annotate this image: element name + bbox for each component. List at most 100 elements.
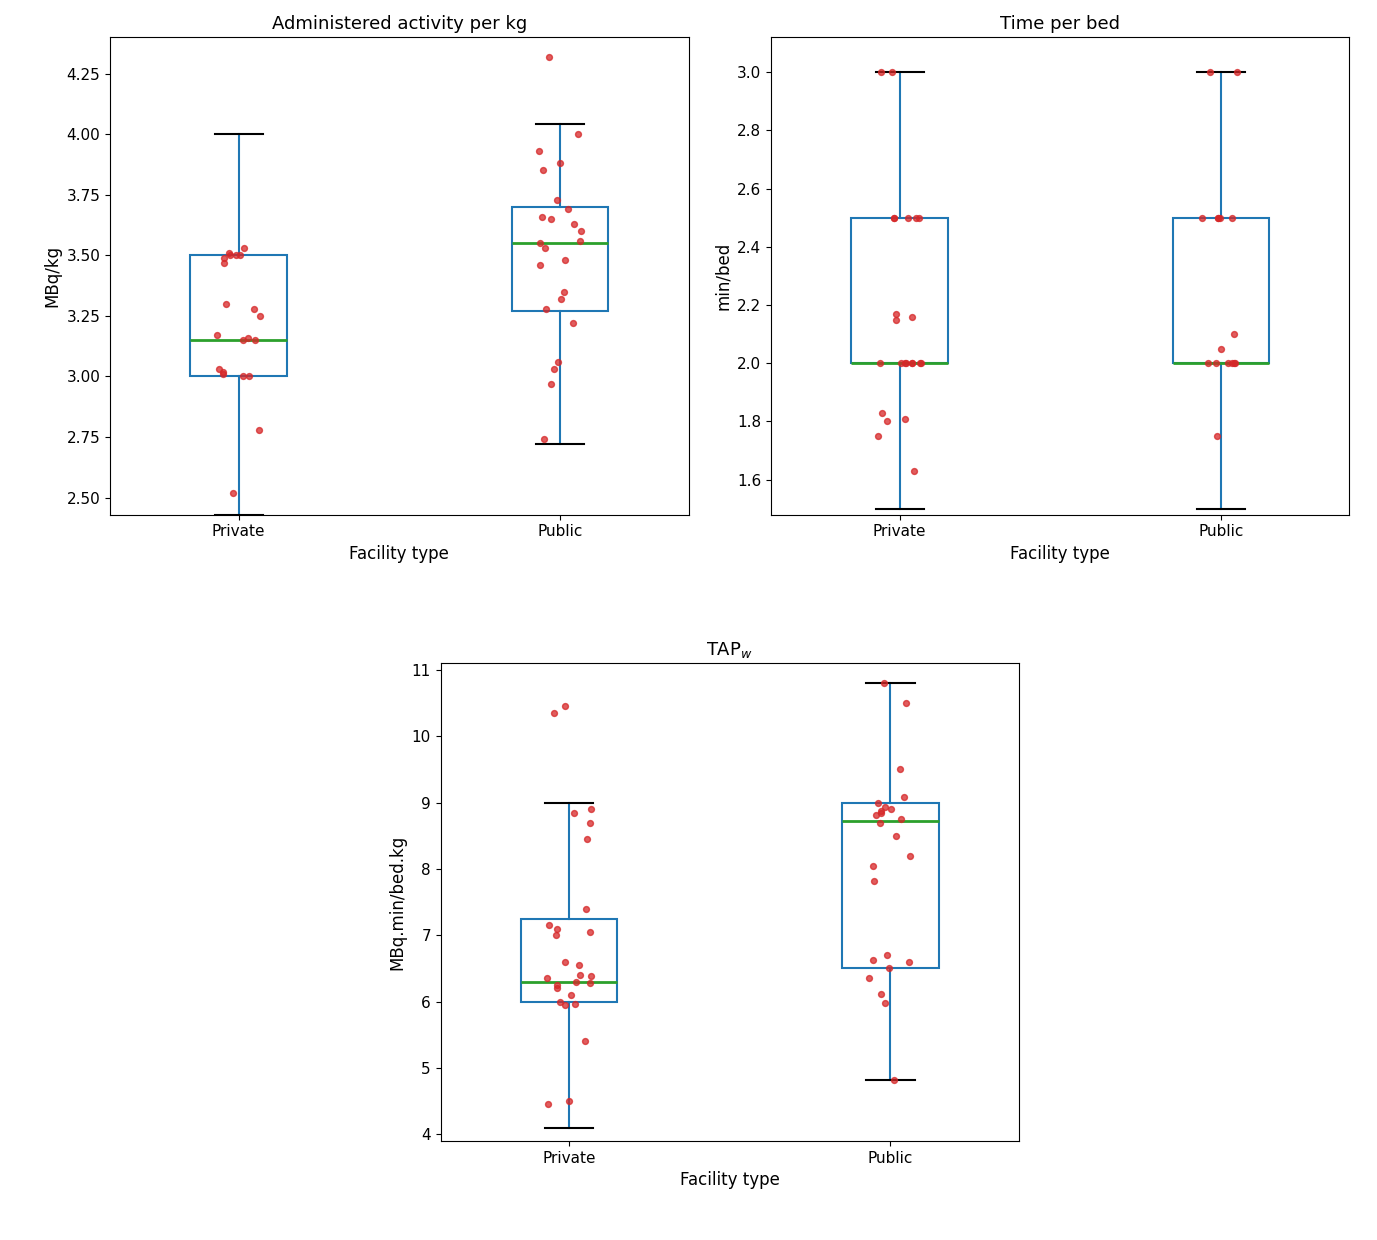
Point <box>569 965 591 985</box>
Point <box>1221 353 1243 373</box>
Point <box>894 409 916 429</box>
Point <box>868 792 890 812</box>
Point <box>537 1095 559 1115</box>
Point <box>883 208 905 228</box>
Point <box>570 221 592 241</box>
Point <box>219 246 241 265</box>
Point <box>578 812 600 832</box>
Point <box>569 231 591 250</box>
Point <box>563 802 585 822</box>
Point <box>554 697 576 717</box>
Point <box>1217 353 1239 373</box>
Point <box>874 797 896 817</box>
Point <box>884 1070 906 1090</box>
Point <box>554 281 576 301</box>
Point <box>554 952 576 972</box>
Point <box>567 124 589 144</box>
Point <box>212 362 234 382</box>
Point <box>213 253 235 273</box>
Point <box>574 1032 596 1052</box>
Point <box>883 208 905 228</box>
Point <box>879 959 901 978</box>
Point <box>881 62 903 82</box>
Point <box>237 327 259 347</box>
Point <box>1224 353 1246 373</box>
Point <box>869 812 891 832</box>
Point <box>885 304 907 324</box>
Point <box>1197 353 1219 373</box>
Y-axis label: MBq.min/bed.kg: MBq.min/bed.kg <box>388 835 406 970</box>
Point <box>549 992 571 1012</box>
Point <box>538 47 560 67</box>
Point <box>537 968 559 988</box>
Title: TAP$_w$: TAP$_w$ <box>706 640 753 660</box>
Point <box>549 154 571 174</box>
Point <box>233 367 255 387</box>
Point <box>244 330 266 350</box>
Point <box>901 306 923 326</box>
Point <box>249 306 271 326</box>
Point <box>207 325 229 345</box>
Point <box>870 62 892 82</box>
Point <box>547 190 569 210</box>
Point <box>869 353 891 373</box>
Point <box>1208 208 1230 228</box>
Point <box>560 985 582 1004</box>
Point <box>903 461 925 481</box>
Point <box>554 250 576 270</box>
Point <box>580 800 602 820</box>
Point <box>576 899 598 919</box>
PathPatch shape <box>843 802 939 968</box>
Point <box>547 975 569 994</box>
Point <box>540 210 562 229</box>
Point <box>242 299 264 319</box>
Point <box>538 915 560 935</box>
PathPatch shape <box>851 218 947 363</box>
Point <box>873 673 895 693</box>
Point <box>1223 353 1245 373</box>
Point <box>895 353 917 373</box>
Point <box>888 760 910 780</box>
Point <box>532 160 554 180</box>
X-axis label: Facility type: Facility type <box>1011 544 1110 563</box>
Title: Time per bed: Time per bed <box>1000 15 1121 33</box>
Point <box>1198 62 1220 82</box>
Point <box>212 365 234 384</box>
Point <box>896 208 918 228</box>
Point <box>870 802 892 822</box>
Point <box>565 993 587 1013</box>
Point <box>858 968 880 988</box>
Point <box>885 826 907 846</box>
Point <box>1205 353 1227 373</box>
Point <box>534 238 556 258</box>
Point <box>870 403 892 423</box>
Point <box>545 919 567 939</box>
Point <box>1210 339 1232 358</box>
Point <box>890 353 912 373</box>
Point <box>545 925 567 945</box>
PathPatch shape <box>1173 218 1270 363</box>
Point <box>895 693 917 713</box>
Point <box>222 482 244 502</box>
Point <box>219 243 241 263</box>
Point <box>870 983 892 1003</box>
Point <box>581 966 603 986</box>
Point <box>208 360 230 379</box>
Point <box>215 294 237 314</box>
Point <box>543 360 565 379</box>
Point <box>1221 208 1243 228</box>
PathPatch shape <box>190 255 286 377</box>
Point <box>563 213 585 233</box>
Point <box>558 200 580 219</box>
Point <box>910 353 932 373</box>
X-axis label: Facility type: Facility type <box>350 544 449 563</box>
Point <box>233 238 255 258</box>
Point <box>863 870 885 890</box>
Point <box>248 420 270 440</box>
Point <box>529 233 551 253</box>
Point <box>527 141 549 161</box>
Point <box>529 255 551 275</box>
Point <box>870 801 892 821</box>
Point <box>540 373 562 393</box>
Point <box>862 856 884 875</box>
